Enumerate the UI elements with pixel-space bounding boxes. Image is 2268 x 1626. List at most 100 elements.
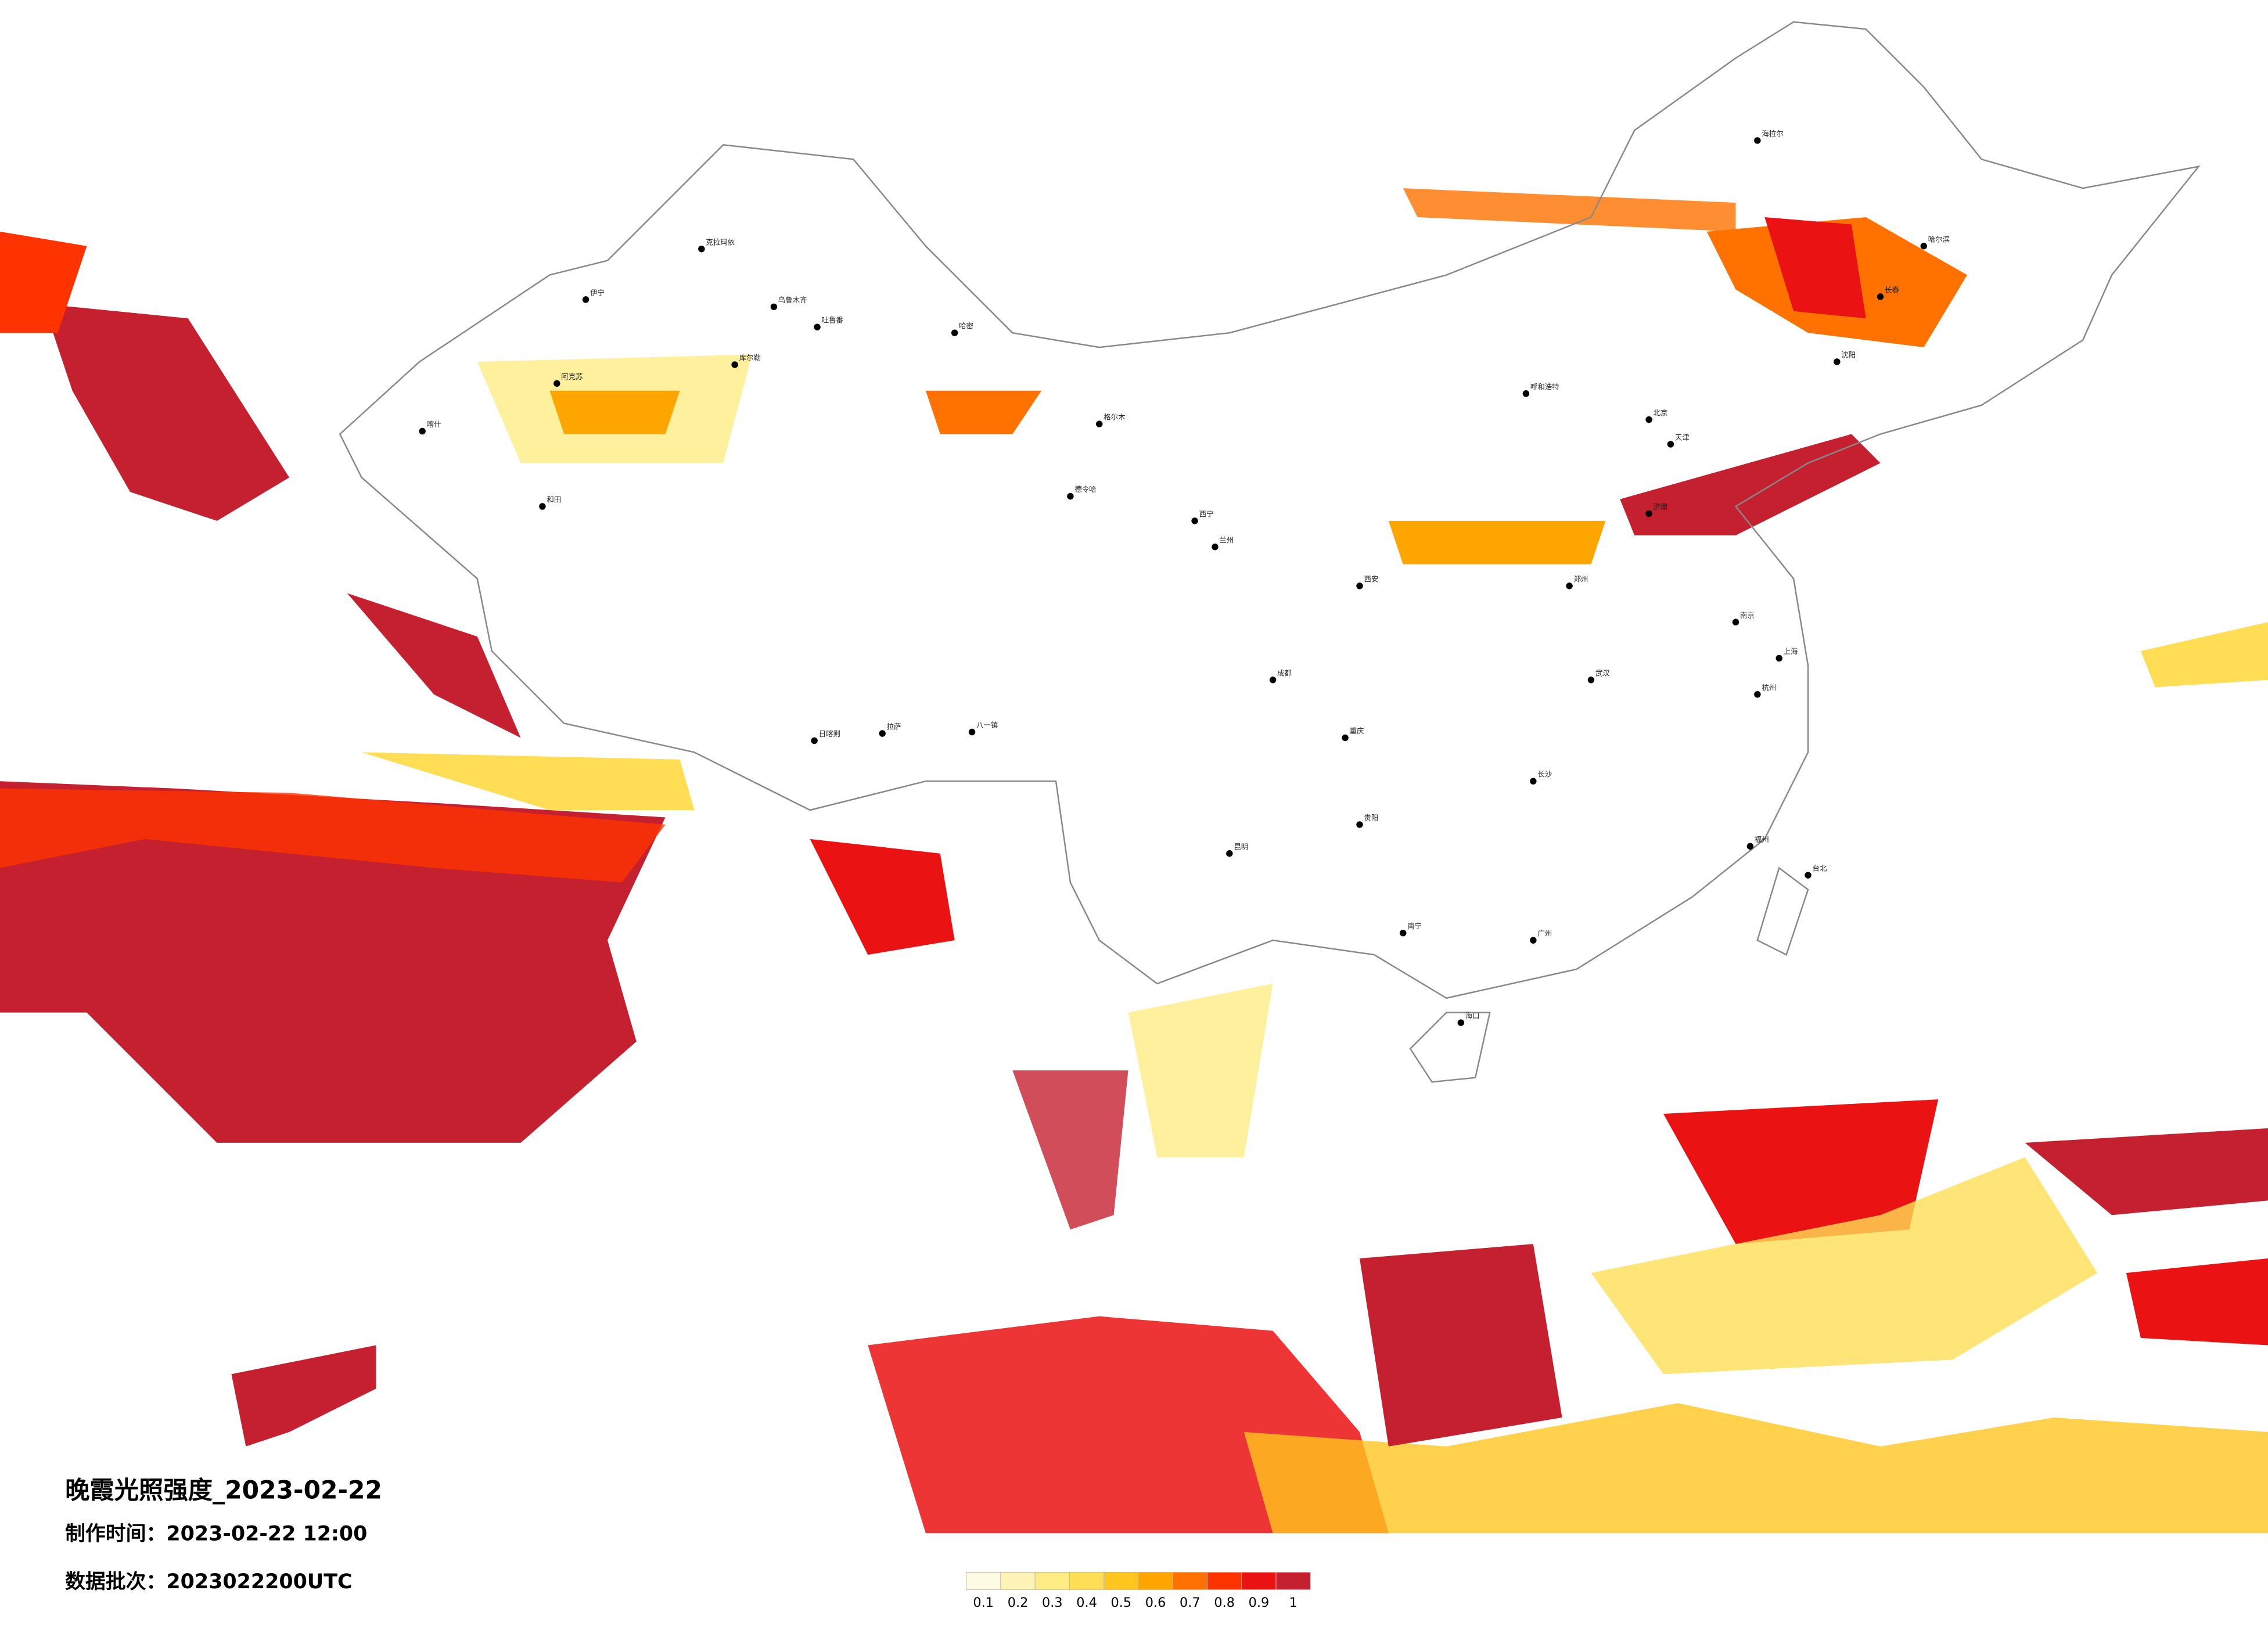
city-label: 吐鲁番: [822, 316, 844, 325]
heat-area: [1403, 188, 1736, 232]
city-dot: [1645, 416, 1652, 423]
city-label: 乌鲁木齐: [778, 296, 807, 304]
city-label: 德令哈: [1074, 485, 1096, 494]
city-label: 成都: [1277, 668, 1292, 677]
city-dot: [1457, 1019, 1465, 1026]
heat-area: [2140, 622, 2268, 688]
heat-area: [0, 788, 666, 883]
legend-swatch: [966, 1571, 1001, 1590]
legend-swatch: [1275, 1571, 1311, 1590]
city-dot: [419, 427, 426, 435]
city-label: 八一镇: [976, 721, 998, 729]
data-batch: 数据批次：2023022200UTC: [65, 1570, 353, 1593]
city-label: 长沙: [1537, 770, 1552, 779]
made-time: 制作时间：2023-02-22 12:00: [65, 1523, 367, 1546]
legend-label: 0.4: [1076, 1595, 1097, 1610]
city-dot: [1522, 390, 1530, 397]
city-dot: [879, 730, 886, 737]
country-border: [339, 21, 2201, 999]
city-label: 广州: [1537, 929, 1552, 938]
heat-area: [2025, 1128, 2268, 1215]
island-border: [1409, 1012, 1491, 1083]
city-label: 重庆: [1350, 726, 1364, 735]
city-dot: [1096, 420, 1103, 427]
heat-area: [0, 231, 87, 333]
city-dot: [539, 503, 546, 510]
city-dot: [770, 303, 778, 311]
city-label: 拉萨: [887, 722, 901, 731]
city-label: 喀什: [427, 420, 441, 429]
heat-area: [1012, 1070, 1128, 1230]
city-dot: [1212, 544, 1219, 551]
city-label: 伊宁: [590, 288, 605, 297]
city-dot: [1530, 778, 1537, 785]
city-dot: [1399, 929, 1407, 937]
heat-area: [1128, 983, 1273, 1157]
city-label: 沈阳: [1841, 351, 1856, 359]
city-dot: [1834, 358, 1841, 365]
city-label: 武汉: [1595, 668, 1610, 677]
city-dot: [968, 728, 976, 736]
city-dot: [731, 361, 738, 368]
city-dot: [811, 737, 818, 744]
legend-label: 0.9: [1249, 1595, 1270, 1610]
city-label: 和田: [547, 495, 561, 504]
city-dot: [1877, 293, 1884, 300]
heat-area: [43, 304, 290, 521]
city-label: 杭州: [1762, 683, 1776, 692]
heat-area: [347, 593, 521, 738]
city-dot: [814, 323, 821, 330]
city-label: 台北: [1813, 864, 1827, 873]
legend-swatch: [1034, 1571, 1070, 1590]
city-dot: [1732, 618, 1739, 625]
legend-swatch: [1104, 1571, 1139, 1590]
city-dot: [951, 329, 958, 336]
city-label: 西安: [1364, 575, 1378, 584]
city-label: 郑州: [1574, 575, 1588, 584]
heat-area: [361, 752, 695, 811]
legend-swatch: [1138, 1571, 1173, 1590]
legend-swatch: [1207, 1571, 1242, 1590]
city-dot: [1754, 137, 1761, 144]
city-dot: [1191, 517, 1198, 524]
map-title: 晚霞光照强度_2023-02-22: [65, 1476, 382, 1504]
city-label: 北京: [1654, 408, 1668, 417]
city-label: 哈密: [959, 322, 973, 330]
city-dot: [1645, 510, 1652, 517]
city-label: 阿克苏: [561, 372, 583, 381]
city-dot: [1226, 850, 1233, 857]
legend: 0.1 0.2 0.3 0.4 0.5 0.6 0.7 0.8 0.9 1: [966, 1571, 1311, 1610]
legend-swatch: [1241, 1571, 1277, 1590]
legend-label: 0.6: [1145, 1595, 1166, 1610]
legend-label: 0.2: [1008, 1595, 1029, 1610]
city-label: 长春: [1885, 285, 1899, 294]
city-dot: [1805, 872, 1811, 879]
legend-label: 0.8: [1214, 1595, 1235, 1610]
legend-swatch: [1000, 1571, 1036, 1590]
city-dot: [1920, 243, 1928, 250]
heat-area: [1663, 1099, 1939, 1244]
legend-swatch: [1069, 1571, 1105, 1590]
city-dot: [1356, 582, 1363, 589]
legend-label: 0.3: [1042, 1595, 1063, 1610]
heat-area: [1360, 1244, 1562, 1447]
city-dot: [1667, 441, 1674, 448]
heat-area: [2126, 1258, 2268, 1346]
city-dot: [1356, 821, 1363, 828]
city-label: 南京: [1740, 611, 1755, 620]
heat-area: [231, 1345, 376, 1447]
heat-area: [1764, 217, 1866, 319]
city-label: 克拉玛依: [706, 238, 735, 246]
city-dot: [1746, 843, 1754, 850]
city-dot: [1566, 582, 1573, 589]
legend-label: 0.1: [973, 1595, 994, 1610]
city-label: 呼和浩特: [1530, 382, 1559, 391]
city-dot: [1754, 691, 1761, 698]
city-label: 天津: [1675, 433, 1690, 441]
city-dot: [1775, 654, 1782, 662]
city-dot: [582, 296, 590, 303]
legend-label: 0.7: [1180, 1595, 1201, 1610]
city-label: 日喀则: [819, 729, 840, 738]
